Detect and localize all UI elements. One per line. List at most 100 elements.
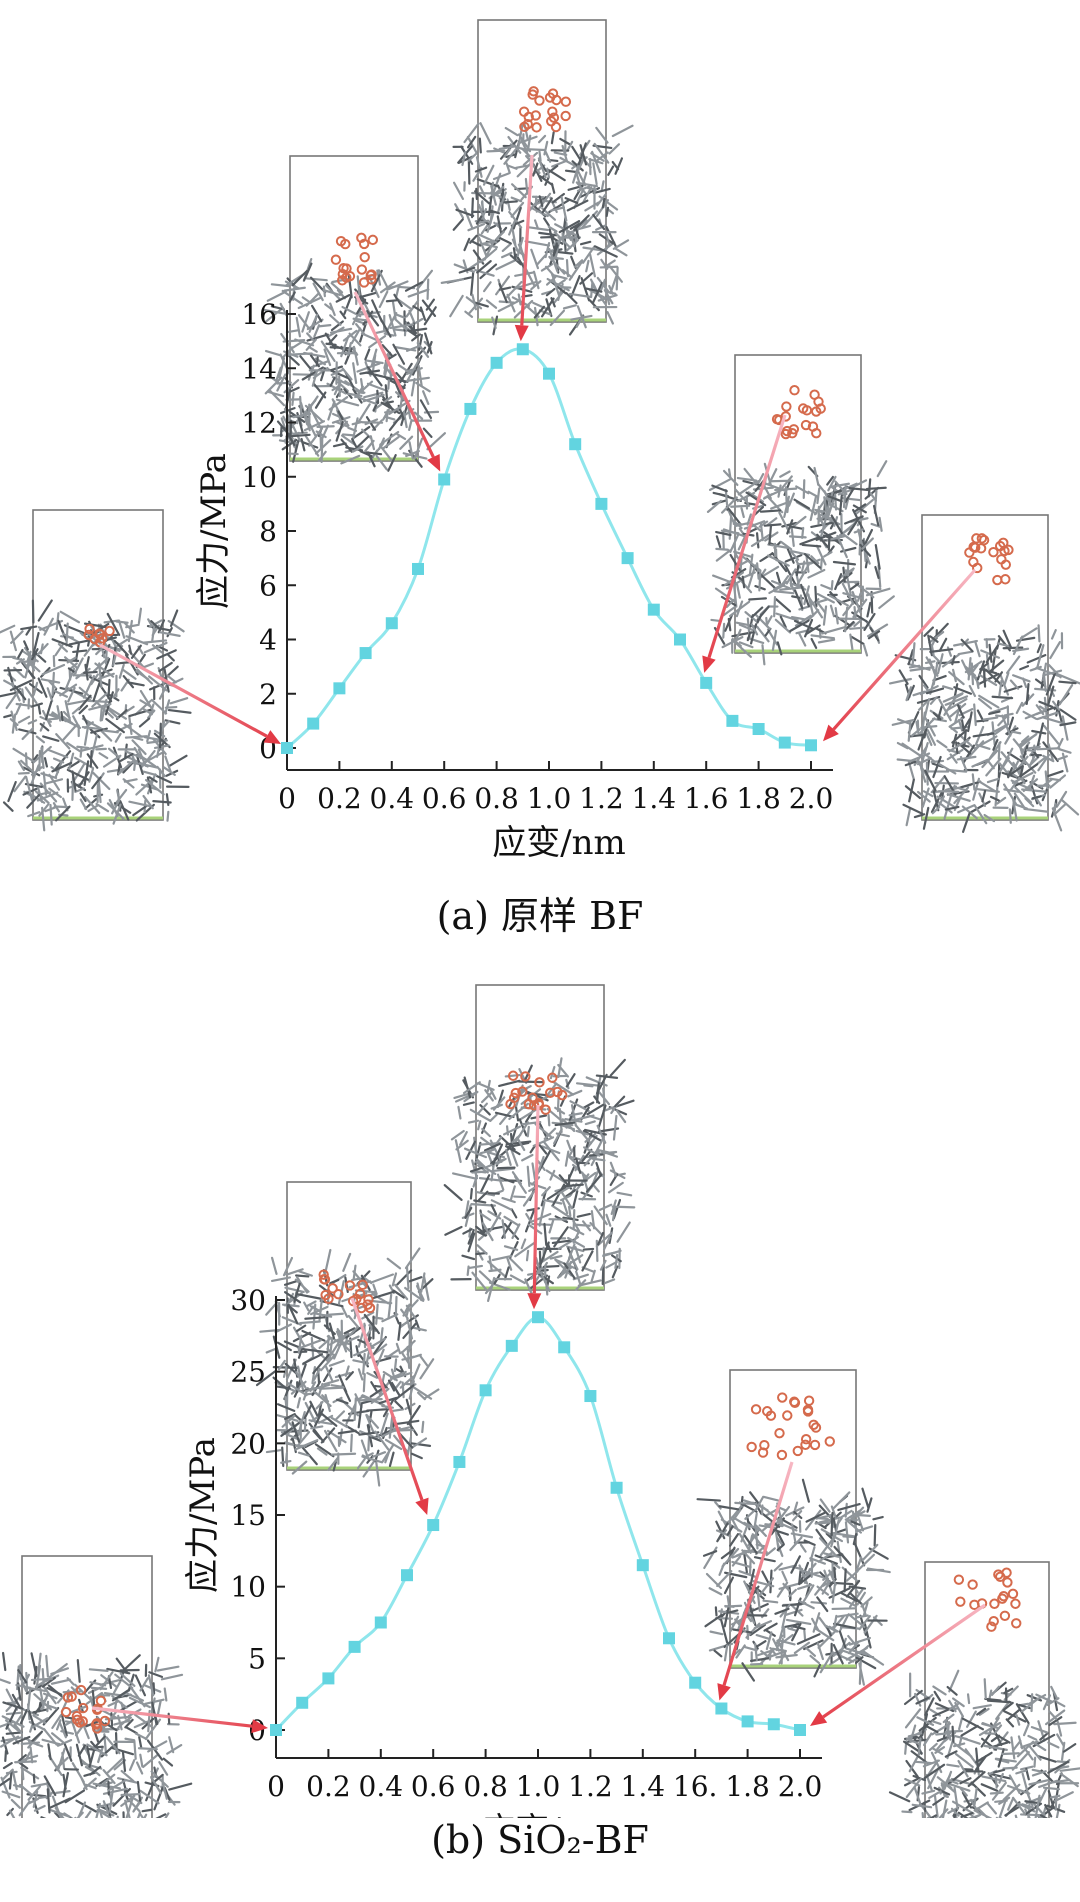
data-point bbox=[401, 1569, 413, 1582]
y-axis-label: 应力/MPa bbox=[183, 1437, 223, 1593]
x-axis-label: 应变/nm bbox=[481, 1811, 615, 1818]
x-tick-label: 0.4 bbox=[370, 782, 415, 815]
data-point bbox=[715, 1702, 728, 1715]
x-tick-label: 0.2 bbox=[306, 1770, 351, 1803]
data-point bbox=[569, 438, 582, 451]
snapshot-arrow-3 bbox=[717, 1461, 794, 1701]
arrow-head bbox=[823, 724, 839, 742]
data-point bbox=[270, 1724, 282, 1736]
fragment bbox=[953, 1567, 1022, 1632]
fragment bbox=[318, 1269, 376, 1314]
snapshot-0 bbox=[0, 1555, 193, 1818]
x-tick-label: 1.2 bbox=[579, 782, 624, 815]
x-tick-label: 0.8 bbox=[463, 1770, 508, 1803]
snapshot-box bbox=[475, 984, 605, 1291]
arrow-shaft bbox=[532, 1104, 540, 1294]
data-point bbox=[778, 736, 791, 749]
arrow-shaft bbox=[91, 1706, 253, 1728]
y-tick-label: 25 bbox=[230, 1356, 266, 1389]
x-tick-label: 2.0 bbox=[789, 782, 834, 815]
data-point bbox=[464, 402, 477, 415]
x-tick-label: 1.8 bbox=[725, 1770, 770, 1803]
snapshot-2 bbox=[443, 984, 636, 1303]
x-tick-label: 0.8 bbox=[474, 782, 519, 815]
x-tick-label: 1.0 bbox=[516, 1770, 561, 1803]
arrow-shaft bbox=[99, 643, 268, 738]
y-tick-label: 16 bbox=[241, 298, 277, 331]
x-tick-label: 1.8 bbox=[736, 782, 781, 815]
data-point bbox=[700, 676, 713, 689]
fragment bbox=[518, 86, 572, 133]
molecular-cluster bbox=[888, 622, 1080, 833]
x-tick-label: 1.6 bbox=[684, 782, 729, 815]
data-point bbox=[479, 1384, 492, 1397]
molecular-cluster bbox=[706, 460, 895, 666]
molecular-cluster bbox=[255, 1247, 440, 1487]
arrow-head bbox=[702, 655, 716, 673]
x-axis-label: 应变/nm bbox=[492, 823, 626, 863]
snapshot-0 bbox=[0, 509, 192, 832]
snapshot-4 bbox=[888, 514, 1080, 833]
arrow-shaft bbox=[822, 1603, 986, 1719]
x-tick-label: 0.6 bbox=[411, 1770, 456, 1803]
data-point bbox=[359, 647, 372, 660]
data-point bbox=[741, 1715, 754, 1728]
data-point bbox=[322, 1672, 335, 1685]
y-tick-label: 6 bbox=[259, 569, 277, 602]
data-point bbox=[490, 356, 503, 369]
data-point bbox=[453, 1455, 466, 1468]
x-tick-label: 0 bbox=[278, 782, 296, 815]
arrow-head bbox=[514, 324, 529, 342]
arrow-head bbox=[527, 1293, 542, 1310]
arrow-shaft bbox=[350, 1297, 424, 1501]
y-tick-label: 10 bbox=[230, 1571, 266, 1604]
snapshot-arrow-2 bbox=[514, 154, 534, 342]
arrow-head bbox=[717, 1683, 731, 1701]
data-point bbox=[610, 1481, 623, 1494]
y-axis-label: 应力/MPa bbox=[194, 453, 234, 609]
arrow-shaft bbox=[832, 568, 977, 731]
data-point bbox=[558, 1341, 571, 1354]
molecular-cluster bbox=[262, 257, 447, 472]
chart-b: 05101520253000.20.40.60.81.01.21.416.1.8… bbox=[0, 984, 1080, 1818]
x-tick-label: 1.0 bbox=[527, 782, 572, 815]
y-tick-label: 8 bbox=[259, 515, 277, 548]
snapshot-2 bbox=[440, 19, 634, 336]
arrow-head bbox=[427, 454, 441, 472]
data-point bbox=[663, 1632, 675, 1645]
snapshot-3 bbox=[696, 1369, 891, 1686]
snapshot-box bbox=[924, 1561, 1050, 1818]
molecular-cluster bbox=[440, 122, 634, 336]
data-point bbox=[726, 714, 739, 727]
arrow-shaft bbox=[520, 154, 534, 326]
x-tick-label: 1.2 bbox=[568, 1770, 613, 1803]
x-tick-label: 16. bbox=[673, 1770, 718, 1803]
data-point bbox=[516, 343, 529, 356]
arrow-head bbox=[810, 1711, 828, 1726]
arrow-shaft bbox=[722, 1461, 794, 1686]
snapshot-arrow-1 bbox=[350, 1297, 429, 1516]
data-point bbox=[532, 1311, 544, 1324]
arrow-head bbox=[415, 1497, 429, 1516]
fragment bbox=[746, 1392, 835, 1461]
snapshot-box bbox=[286, 1181, 412, 1471]
x-tick-label: 1.4 bbox=[632, 782, 677, 815]
data-point bbox=[374, 1616, 387, 1629]
arrow-head bbox=[263, 730, 281, 744]
x-tick-label: 0 bbox=[267, 1770, 285, 1803]
y-tick-label: 15 bbox=[230, 1499, 266, 1532]
data-point bbox=[296, 1696, 309, 1709]
y-tick-label: 14 bbox=[241, 352, 277, 385]
data-point bbox=[595, 497, 608, 510]
data-point bbox=[794, 1724, 806, 1736]
y-tick-label: 2 bbox=[259, 678, 277, 711]
snapshot-4 bbox=[888, 1561, 1080, 1818]
data-point bbox=[543, 367, 555, 380]
molecular-cluster bbox=[0, 599, 192, 832]
snapshot-arrow-3 bbox=[702, 414, 787, 673]
fragment bbox=[964, 533, 1014, 586]
data-point bbox=[412, 562, 424, 575]
data-point bbox=[348, 1640, 361, 1653]
panel-b: 05101520253000.20.40.60.81.01.21.416.1.8… bbox=[0, 950, 1080, 1902]
y-tick-label: 12 bbox=[241, 407, 277, 440]
